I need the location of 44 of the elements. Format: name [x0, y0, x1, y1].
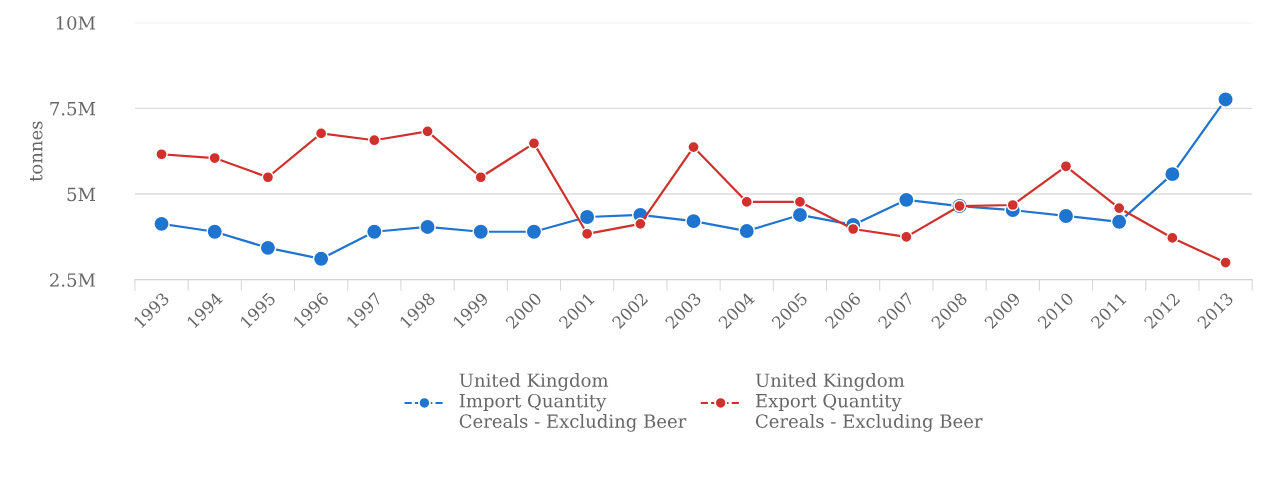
point	[314, 127, 328, 140]
point	[1217, 91, 1234, 108]
point	[421, 125, 434, 138]
point	[687, 140, 700, 154]
point	[1059, 160, 1073, 173]
point	[846, 222, 860, 236]
legend-label: United Kingdom Import Quantity Cereals - Excluding Beer	[459, 373, 687, 432]
y-tick-label: 7.5M	[50, 102, 96, 116]
point	[366, 223, 383, 241]
point	[419, 218, 436, 236]
point	[472, 223, 490, 241]
point	[527, 137, 541, 150]
y-tick-label: 5M	[67, 187, 96, 202]
point	[1112, 201, 1126, 215]
point	[1219, 256, 1232, 269]
point	[155, 148, 168, 161]
legend-label: United Kingdom Export Quantity Cereals - Excluding Beer	[755, 373, 983, 432]
point	[793, 195, 807, 209]
point	[474, 170, 487, 184]
point	[206, 223, 224, 241]
point	[580, 227, 594, 241]
point	[153, 215, 170, 233]
point	[1057, 207, 1075, 225]
point	[898, 191, 915, 209]
point	[1006, 198, 1020, 212]
point	[1110, 213, 1128, 231]
y-axis-title: tonnes	[30, 121, 43, 182]
point	[208, 151, 221, 165]
point	[578, 208, 596, 226]
point	[1164, 165, 1181, 183]
point	[312, 250, 330, 268]
y-tick-label: 10M	[56, 16, 96, 30]
point	[1166, 231, 1179, 245]
point	[685, 212, 702, 230]
point	[738, 222, 756, 240]
point	[740, 195, 754, 209]
y-tick-label: 2.5M	[50, 273, 96, 287]
point	[634, 217, 647, 231]
point	[900, 230, 913, 244]
point	[525, 223, 543, 241]
point	[791, 206, 809, 224]
point	[368, 133, 381, 147]
point	[261, 170, 275, 184]
point	[259, 239, 277, 257]
